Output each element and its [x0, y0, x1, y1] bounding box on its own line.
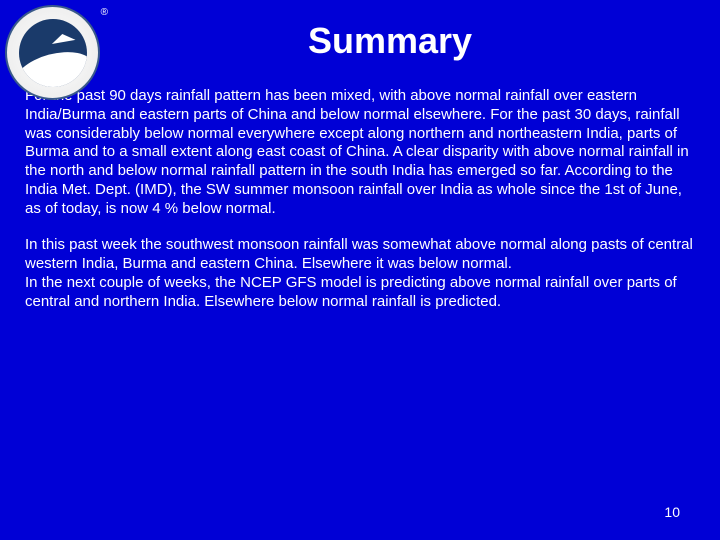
logo-outer-ring: [5, 5, 100, 100]
logo-bird-icon: [51, 34, 76, 49]
logo-swoosh: [19, 44, 87, 87]
paragraph-2: In this past week the southwest monsoon …: [25, 236, 695, 274]
slide-title: Summary: [60, 0, 720, 62]
noaa-logo: ®: [5, 5, 100, 100]
slide-content: For the past 90 days rainfall pattern ha…: [0, 62, 720, 311]
page-number: 10: [664, 504, 680, 520]
paragraph-3: In the next couple of weeks, the NCEP GF…: [25, 274, 695, 312]
registered-mark: ®: [101, 7, 108, 18]
paragraph-1: For the past 90 days rainfall pattern ha…: [25, 87, 695, 218]
logo-inner-circle: [19, 19, 87, 87]
